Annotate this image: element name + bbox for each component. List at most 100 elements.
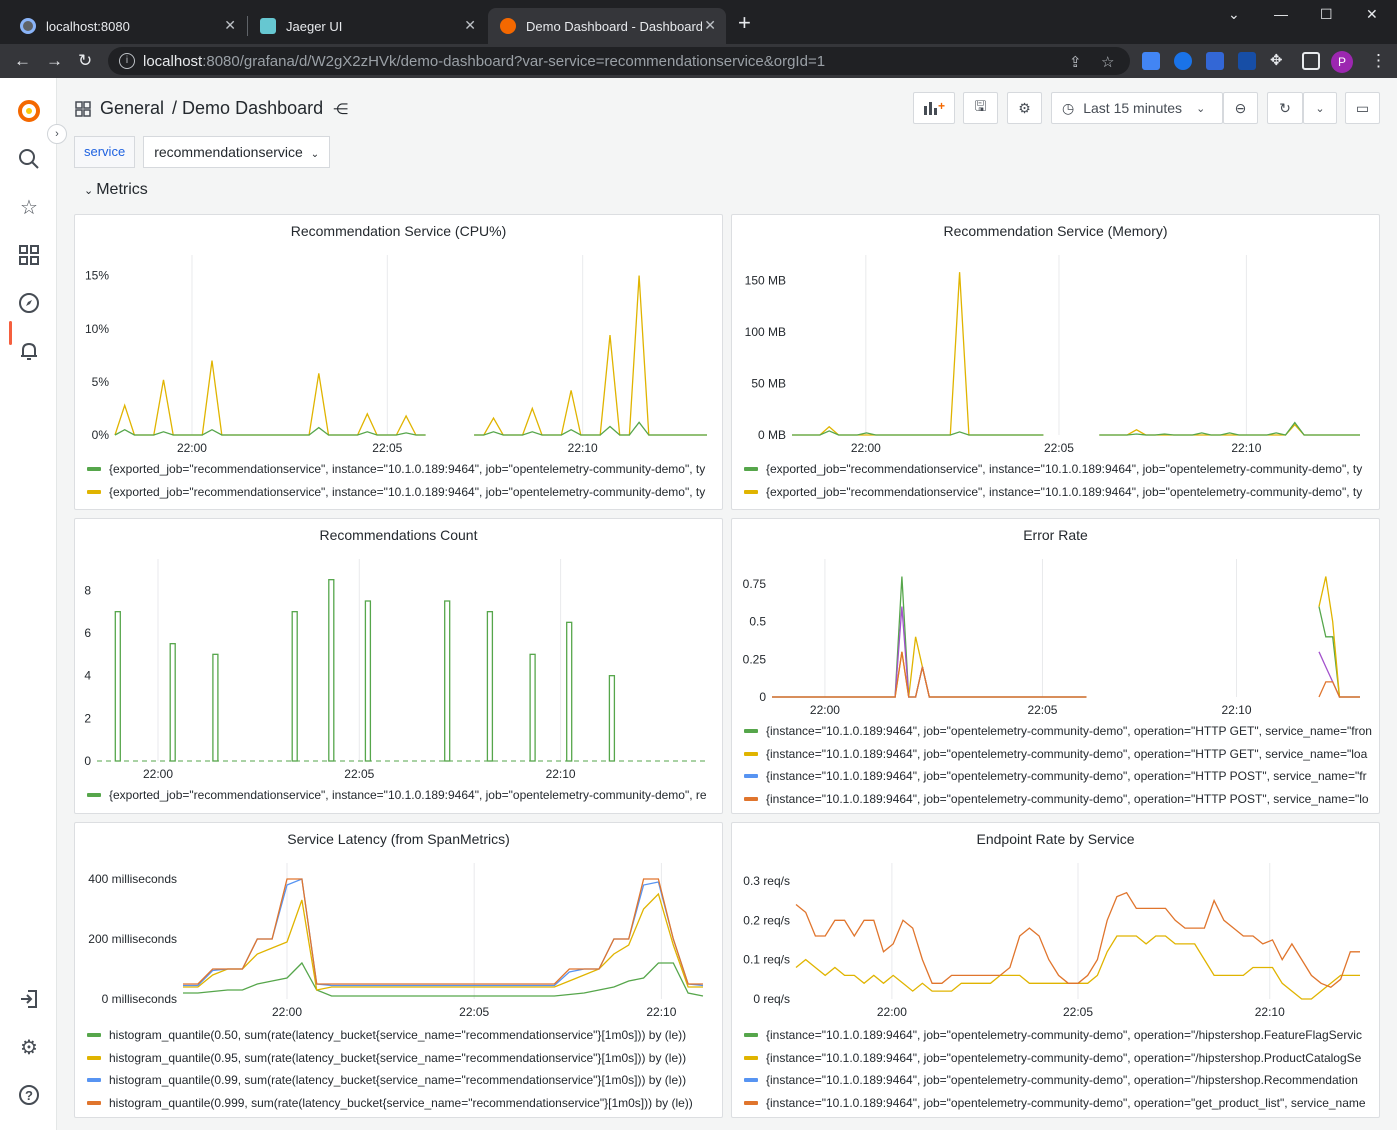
add-panel-button[interactable]: +: [913, 92, 955, 124]
bookmark-star-icon[interactable]: ☆: [1101, 54, 1115, 71]
browser-tab[interactable]: Jaeger UI ✕: [248, 8, 486, 44]
extension-s-icon[interactable]: [1142, 52, 1160, 70]
error-rate-chart[interactable]: 22:00 22:05 22:10 0 0.25 0.5 0.75: [732, 519, 1380, 719]
browser-tab[interactable]: localhost:8080 ✕: [8, 8, 246, 44]
legend-label: histogram_quantile(0.99, sum(rate(latenc…: [109, 1073, 687, 1088]
legend-swatch: [87, 467, 101, 472]
search-icon[interactable]: [17, 148, 41, 172]
bar: [608, 675, 616, 762]
save-dashboard-button[interactable]: 🖫: [963, 92, 998, 124]
browser-tab-active[interactable]: Demo Dashboard - Dashboards ✕: [488, 8, 726, 44]
tab-close-icon[interactable]: ✕: [464, 17, 476, 33]
legend-item[interactable]: {instance="10.1.0.189:9464", job="opente…: [744, 743, 1374, 766]
legend-label: {exported_job="recommendationservice", i…: [109, 484, 706, 499]
legend-item[interactable]: {instance="10.1.0.189:9464", job="opente…: [744, 1092, 1374, 1115]
extensions-puzzle-icon[interactable]: ✥: [1270, 52, 1283, 69]
starred-icon[interactable]: ☆: [20, 197, 38, 219]
dashboards-icon[interactable]: [17, 244, 41, 268]
legend-item[interactable]: {instance="10.1.0.189:9464", job="opente…: [744, 788, 1374, 811]
breadcrumb-folder[interactable]: General: [100, 98, 165, 118]
minimize-button[interactable]: —: [1274, 6, 1288, 22]
legend-item[interactable]: {instance="10.1.0.189:9464", job="opente…: [744, 1024, 1374, 1047]
panel-memory[interactable]: Recommendation Service (Memory) 22:00 22:…: [731, 214, 1380, 510]
legend-label: {exported_job="recommendationservice", i…: [766, 462, 1363, 477]
forward-button[interactable]: →: [46, 51, 63, 70]
time-picker[interactable]: ◷ Last 15 minutes ⌄: [1051, 92, 1223, 124]
legend-item[interactable]: {exported_job="recommendationservice", i…: [744, 481, 1374, 504]
row-title: Metrics: [96, 181, 148, 198]
panel-endpoint-rate[interactable]: Endpoint Rate by Service 22:00 22:05 22:10…: [731, 822, 1380, 1118]
panel-error-rate[interactable]: Error Rate 22:00 22:05 22:10 0 0.25 0.5 0.75 {…: [731, 518, 1380, 814]
legend-item[interactable]: {instance="10.1.0.189:9464", job="opente…: [744, 720, 1374, 743]
chevron-down-icon: ⌄: [1315, 102, 1325, 115]
extension-doc-icon[interactable]: [1206, 52, 1224, 70]
grafana-logo-icon[interactable]: [17, 99, 41, 123]
browser-menu-icon[interactable]: ⋮: [1370, 51, 1387, 70]
panel-service-latency[interactable]: Service Latency (from SpanMetrics) 22:00…: [74, 822, 723, 1118]
dashboard-settings-button[interactable]: ⚙: [1007, 92, 1042, 124]
share-icon[interactable]: ⇪: [1069, 54, 1082, 71]
legend-item[interactable]: {exported_job="recommendationservice", i…: [87, 784, 717, 807]
new-tab-button[interactable]: +: [738, 10, 751, 35]
tab-search-icon[interactable]: ⌄: [1228, 6, 1240, 22]
legend-item[interactable]: histogram_quantile(0.50, sum(rate(latenc…: [87, 1024, 717, 1047]
endpoint-rate-chart[interactable]: 22:00 22:05 22:10 0 req/s 0.1 req/s 0.2 req/s…: [732, 823, 1380, 1023]
configuration-gear-icon[interactable]: ⚙: [20, 1037, 38, 1059]
extension-gem-icon[interactable]: [1174, 52, 1192, 70]
refresh-interval-dropdown[interactable]: ⌄: [1303, 92, 1337, 124]
series-line: [183, 878, 703, 985]
zoom-out-button[interactable]: ⊖: [1223, 92, 1258, 124]
legend-item[interactable]: {exported_job="recommendationservice", i…: [87, 481, 717, 504]
panel-recommendations-count[interactable]: Recommendations Count 22:00 22:05 22:10 0 2 4…: [74, 518, 723, 814]
chevron-down-icon: ⌄: [310, 149, 320, 160]
legend-label: histogram_quantile(0.50, sum(rate(latenc…: [109, 1028, 687, 1043]
side-panel-icon[interactable]: [1302, 52, 1320, 70]
refresh-button[interactable]: ↻: [1267, 92, 1303, 124]
back-button[interactable]: ←: [14, 51, 31, 70]
tab-close-icon[interactable]: ✕: [224, 17, 236, 33]
legend-item[interactable]: histogram_quantile(0.999, sum(rate(laten…: [87, 1092, 717, 1115]
service-variable-select[interactable]: recommendationservice ⌄: [143, 136, 331, 168]
kiosk-mode-button[interactable]: ▭: [1345, 92, 1380, 124]
legend-item[interactable]: {exported_job="recommendationservice", i…: [744, 458, 1374, 481]
y-tick-label: 50 MB: [751, 376, 786, 390]
legend-item[interactable]: {instance="10.1.0.189:9464", job="opente…: [744, 1069, 1374, 1092]
panel-title[interactable]: Error Rate: [1023, 527, 1088, 543]
share-dashboard-icon[interactable]: ⋲: [333, 100, 349, 118]
recommendations-chart[interactable]: 22:00 22:05 22:10 0 2 4 6 8: [75, 519, 723, 787]
legend-item[interactable]: {instance="10.1.0.189:9464", job="opente…: [744, 1047, 1374, 1070]
x-tick-label: 22:10: [1231, 441, 1261, 455]
site-info-icon[interactable]: i: [119, 53, 135, 69]
alerting-bell-icon[interactable]: [17, 340, 41, 364]
legend-item[interactable]: histogram_quantile(0.99, sum(rate(latenc…: [87, 1069, 717, 1092]
page-title[interactable]: / Demo Dashboard: [172, 98, 324, 118]
monitor-icon: ▭: [1355, 99, 1370, 116]
cpu-chart[interactable]: 22:00 22:05 22:10 0% 5% 10% 15%: [75, 215, 723, 455]
legend-item[interactable]: {exported_job="recommendationservice", i…: [87, 458, 717, 481]
memory-chart[interactable]: 22:00 22:05 22:10 0 MB 50 MB 100 MB 150 MB: [732, 215, 1380, 455]
expand-sidebar-button[interactable]: ›: [47, 124, 67, 144]
sign-in-icon[interactable]: [17, 988, 41, 1012]
panel-title[interactable]: Recommendations Count: [319, 527, 478, 543]
legend-item[interactable]: histogram_quantile(0.95, sum(rate(latenc…: [87, 1047, 717, 1070]
reload-button[interactable]: ↻: [78, 51, 93, 70]
panel-cpu[interactable]: Recommendation Service (CPU%) 22:00 22:05…: [74, 214, 723, 510]
legend-label: {instance="10.1.0.189:9464", job="opente…: [766, 1073, 1358, 1088]
maximize-button[interactable]: ☐: [1320, 6, 1333, 22]
panel-title[interactable]: Service Latency (from SpanMetrics): [287, 831, 510, 847]
close-window-button[interactable]: ✕: [1366, 6, 1378, 22]
panel-title[interactable]: Recommendation Service (Memory): [943, 223, 1168, 239]
panel-title[interactable]: Endpoint Rate by Service: [976, 831, 1135, 847]
explore-compass-icon[interactable]: [17, 292, 41, 316]
x-tick-label: 22:05: [372, 441, 402, 455]
variable-label: service: [74, 136, 136, 168]
latency-chart[interactable]: 22:00 22:05 22:10 0 milliseconds 200 millise…: [75, 823, 723, 1023]
tab-close-icon[interactable]: ✕: [704, 17, 716, 33]
panel-title[interactable]: Recommendation Service (CPU%): [290, 223, 507, 239]
profile-avatar[interactable]: P: [1331, 51, 1353, 73]
legend-item[interactable]: {instance="10.1.0.189:9464", job="opente…: [744, 765, 1374, 788]
extension-shield-icon[interactable]: [1238, 52, 1256, 70]
url-field[interactable]: i localhost:8080/grafana/d/W2gX2zHVk/dem…: [108, 47, 1130, 75]
row-metrics[interactable]: ⌄ Metrics: [84, 181, 148, 199]
help-icon[interactable]: ?: [17, 1084, 41, 1108]
